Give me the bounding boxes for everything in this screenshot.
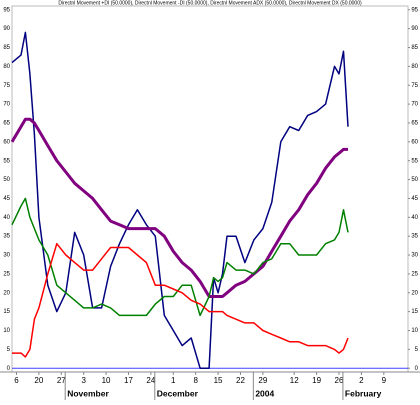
y-tick-label-right: 30 (411, 253, 418, 259)
x-tick-label: 8 (193, 376, 198, 385)
x-tick-label: 24 (146, 376, 155, 385)
x-tick-label: 22 (236, 376, 245, 385)
y-tick-label-right: 80 (411, 64, 418, 70)
x-tick-label: 15 (214, 376, 223, 385)
y-tick-label: 30 (3, 253, 10, 259)
month-label: November (67, 388, 109, 398)
y-tick-label-right: 75 (411, 83, 418, 89)
y-tick-label: 25 (3, 271, 10, 277)
y-tick-label-right: 0 (415, 366, 419, 372)
y-tick-label-right: 5 (415, 347, 419, 353)
y-tick-label: 60 (3, 139, 10, 145)
y-tick-label-right: 95 (411, 7, 418, 13)
x-tick-label: 2 (359, 376, 364, 385)
x-tick-label: 27 (57, 376, 66, 385)
x-tick-label: 9 (382, 376, 387, 385)
series-line (11, 31, 349, 369)
y-tick-label-right: 20 (411, 290, 418, 296)
chart-title: Directnl Movement +DI (50.0000), Directn… (58, 0, 362, 6)
y-tick-label: 65 (3, 121, 10, 127)
y-tick-label: 45 (3, 196, 10, 202)
x-tick-label: 26 (335, 376, 344, 385)
y-tick-label: 40 (3, 215, 10, 221)
x-tick-label: 20 (34, 376, 43, 385)
y-tick-label: 80 (3, 64, 10, 70)
y-tick-label-right: 60 (411, 139, 418, 145)
y-tick-label-right: 45 (411, 196, 418, 202)
y-tick-label-right: 10 (411, 328, 418, 334)
month-label: 2004 (255, 388, 274, 398)
y-tick-label: 90 (3, 26, 10, 32)
y-tick-label: 55 (3, 158, 10, 164)
y-tick-label: 20 (3, 290, 10, 296)
x-tick-label: 6 (14, 376, 19, 385)
y-tick-label-right: 15 (411, 309, 418, 315)
y-tick-label-right: 55 (411, 158, 418, 164)
x-tick-label: 17 (124, 376, 133, 385)
x-tick-label: 29 (258, 376, 267, 385)
y-tick-label: 5 (7, 347, 11, 353)
x-tick-label: 10 (102, 376, 111, 385)
x-tick-label: 12 (290, 376, 299, 385)
y-tick-label: 95 (3, 7, 10, 13)
y-tick-label-right: 70 (411, 102, 418, 108)
y-tick-label: 10 (3, 328, 10, 334)
y-tick-label-right: 25 (411, 271, 418, 277)
x-tick-label: 3 (81, 376, 86, 385)
month-label: December (157, 388, 199, 398)
y-tick-label: 85 (3, 45, 10, 51)
series-line (10, 117, 348, 298)
y-tick-label: 15 (3, 309, 10, 315)
y-tick-label-right: 85 (411, 45, 418, 51)
y-tick-label-right: 65 (411, 121, 418, 127)
series-line (12, 242, 349, 358)
y-tick-label: 0 (7, 366, 11, 372)
month-label: February (345, 388, 382, 398)
y-tick-label: 35 (3, 234, 10, 240)
y-tick-label-right: 50 (411, 177, 418, 183)
y-tick-label: 75 (3, 83, 10, 89)
x-tick-label: 19 (312, 376, 321, 385)
y-tick-label-right: 90 (411, 26, 418, 32)
y-tick-label-right: 40 (411, 215, 418, 221)
y-tick-label: 70 (3, 102, 10, 108)
series-line (11, 197, 349, 317)
y-tick-label-right: 35 (411, 234, 418, 240)
y-tick-label: 50 (3, 177, 10, 183)
x-tick-label: 1 (171, 376, 176, 385)
